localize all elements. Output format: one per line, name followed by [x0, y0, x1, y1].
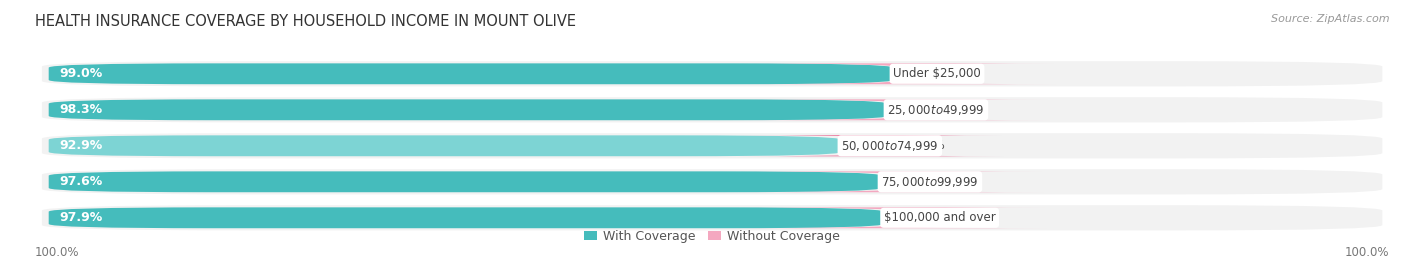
FancyBboxPatch shape — [42, 133, 1382, 158]
Text: 97.9%: 97.9% — [59, 211, 103, 224]
Text: 2.1%: 2.1% — [912, 211, 945, 224]
Text: 92.9%: 92.9% — [59, 139, 103, 152]
FancyBboxPatch shape — [42, 97, 1382, 122]
FancyBboxPatch shape — [49, 171, 882, 192]
Legend: With Coverage, Without Coverage: With Coverage, Without Coverage — [579, 225, 845, 248]
Text: 100.0%: 100.0% — [1344, 246, 1389, 259]
Text: $50,000 to $74,999: $50,000 to $74,999 — [841, 139, 939, 153]
Text: Under $25,000: Under $25,000 — [893, 67, 981, 80]
Text: $75,000 to $99,999: $75,000 to $99,999 — [882, 175, 979, 189]
Text: $100,000 and over: $100,000 and over — [884, 211, 995, 224]
FancyBboxPatch shape — [740, 171, 1043, 192]
Text: 1.8%: 1.8% — [914, 103, 945, 116]
Text: 97.6%: 97.6% — [59, 175, 103, 188]
Text: Source: ZipAtlas.com: Source: ZipAtlas.com — [1271, 14, 1389, 23]
FancyBboxPatch shape — [42, 169, 1382, 194]
Text: $25,000 to $49,999: $25,000 to $49,999 — [887, 103, 984, 117]
FancyBboxPatch shape — [49, 99, 887, 120]
Text: 2.4%: 2.4% — [912, 175, 945, 188]
Text: 99.0%: 99.0% — [59, 67, 103, 80]
FancyBboxPatch shape — [740, 135, 1004, 156]
FancyBboxPatch shape — [740, 99, 1050, 120]
Text: 100.0%: 100.0% — [35, 246, 80, 259]
FancyBboxPatch shape — [42, 61, 1382, 86]
Text: 1.0%: 1.0% — [912, 67, 945, 80]
FancyBboxPatch shape — [740, 63, 1056, 84]
FancyBboxPatch shape — [42, 205, 1382, 230]
FancyBboxPatch shape — [49, 207, 884, 228]
FancyBboxPatch shape — [49, 63, 893, 84]
Text: 7.1%: 7.1% — [912, 139, 945, 152]
Text: HEALTH INSURANCE COVERAGE BY HOUSEHOLD INCOME IN MOUNT OLIVE: HEALTH INSURANCE COVERAGE BY HOUSEHOLD I… — [35, 14, 576, 29]
FancyBboxPatch shape — [49, 135, 841, 156]
FancyBboxPatch shape — [740, 207, 1046, 228]
Text: 98.3%: 98.3% — [59, 103, 103, 116]
